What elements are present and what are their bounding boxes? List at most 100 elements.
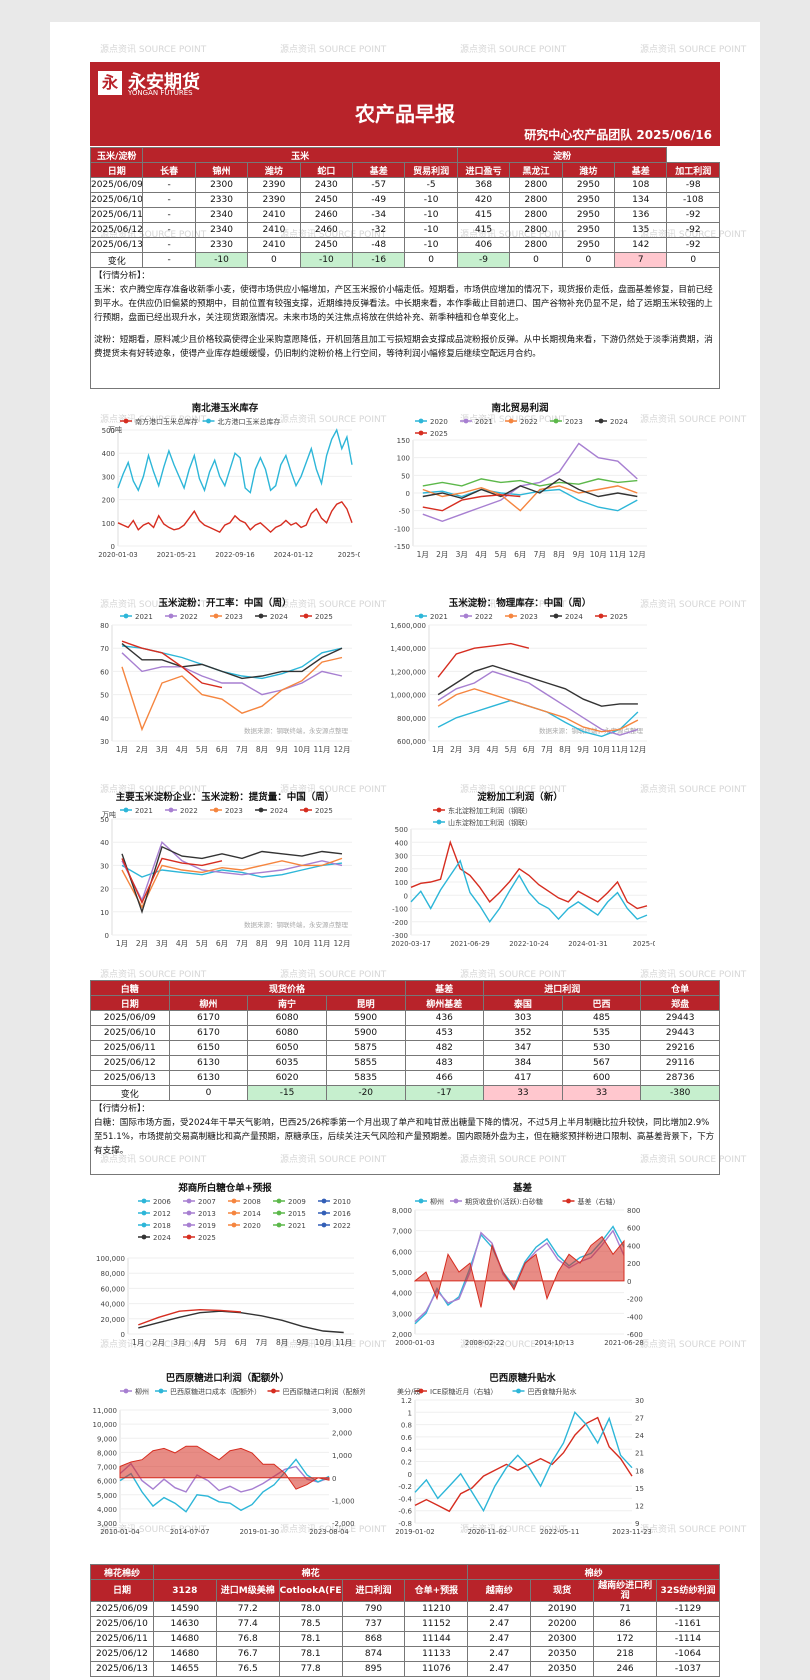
table-cell: 14680	[152, 1646, 217, 1662]
column-header-cell: 贸易利润	[404, 162, 458, 178]
legend-label: 2022	[475, 613, 493, 621]
legend-label: 2023	[520, 613, 538, 621]
x-tick-label: 8月	[256, 745, 268, 754]
table-cell: 6050	[247, 1040, 327, 1056]
y2-tick-label: 1,000	[332, 1452, 352, 1460]
table-cell: -1129	[656, 1601, 720, 1617]
series-line	[119, 1458, 330, 1513]
table-cell: 874	[341, 1646, 406, 1662]
y2-tick-label: -2,000	[332, 1520, 355, 1528]
y-tick-label: 8,000	[392, 1207, 412, 1215]
watermark-text: 源点资讯 SOURCE POINT	[460, 45, 567, 55]
table-row: 2025/06/09 6170 6080 5900 436 303 485 29443	[90, 1010, 720, 1026]
table-cell: 2450	[299, 192, 354, 208]
legend-label: 2012	[153, 1210, 171, 1218]
group-header-cell: 进口利润	[483, 980, 642, 996]
legend-label: 2006	[153, 1198, 171, 1206]
y-tick-label: 1,600,000	[390, 622, 426, 630]
legend-label: 2013	[198, 1210, 216, 1218]
chart-title: 巴西原糖升贴水	[489, 1372, 556, 1384]
table-cell: 78.1	[278, 1631, 343, 1647]
series-line	[121, 652, 343, 696]
table-cell: 5835	[325, 1070, 406, 1086]
series-line	[422, 478, 638, 500]
column-header-cell: 日期	[90, 1579, 154, 1602]
legend-marker	[276, 1210, 282, 1216]
y-tick-label: 0	[105, 932, 109, 940]
y-tick-label: -150	[394, 543, 410, 551]
table-cell: 790	[341, 1601, 406, 1617]
table-cell: 29443	[640, 1025, 720, 1041]
x-tick-label: 8月	[256, 939, 268, 948]
watermark-text: 源点资讯 SOURCE POINT	[640, 785, 747, 795]
x-tick-label: 2000-01-03	[395, 1339, 435, 1347]
y-tick-label: 200	[395, 866, 408, 874]
starch-analysis-text: 淀粉：短期看，原料减少且价格较高使得企业采购意愿降低，开机回落且加工亏损短期会支…	[94, 335, 713, 359]
x-tick-label: 2008-02-22	[465, 1339, 505, 1347]
y-tick-label: -0.2	[398, 1483, 412, 1491]
table-cell: 14590	[152, 1601, 217, 1617]
legend-label: 巴西原糖进口成本（配额外）	[170, 1387, 261, 1396]
series-area	[119, 1445, 330, 1490]
chart-title: 巴西原糖进口利润（配额外）	[166, 1372, 290, 1384]
x-tick-label: 12月	[333, 745, 350, 754]
table-row: 2025/06/13 14655 76.5 77.8 895 11076 2.47 20350…	[90, 1661, 720, 1677]
legend-label: 基差（右轴）	[578, 1197, 620, 1206]
table-cell: 2950	[561, 192, 616, 208]
table-cell: 77.8	[278, 1661, 343, 1677]
y-tick-label: 1,000,000	[390, 692, 426, 700]
legend-label: 2021	[135, 807, 153, 815]
legend-label: 2021	[475, 418, 493, 426]
y-tick-label: 2,000	[392, 1331, 412, 1339]
table-cell: 14630	[152, 1616, 217, 1632]
table-cell: -32	[352, 222, 406, 238]
y-axis-label: 美分/磅	[397, 1387, 420, 1396]
series-line	[422, 488, 638, 512]
change-cell: -17	[404, 1085, 485, 1101]
table-cell: 2410	[247, 237, 301, 253]
legend-label: 北方港口玉米总库存	[218, 417, 281, 426]
table-cell: 567	[561, 1055, 642, 1071]
table-column-header: 日期 长春 锦州 潍坊 蛇口 基差 贸易利润 进口盈亏 黑龙江 潍坊 基差 加工利润	[89, 162, 720, 178]
table-cell: 2025/06/09	[90, 1010, 170, 1026]
column-header-cell: 加工利润	[666, 162, 720, 178]
table-cell: -1114	[656, 1631, 720, 1647]
column-header-cell: CotlookA(FE)	[278, 1579, 343, 1602]
series-line	[410, 839, 648, 910]
table-cell: 466	[404, 1070, 485, 1086]
table-cell: 352	[483, 1025, 563, 1041]
column-header-cell: 越南纱进口利润	[593, 1579, 658, 1602]
y-tick-label: -0.8	[398, 1520, 412, 1528]
table-cell: 29216	[640, 1040, 720, 1056]
chart-starch-processing-profit: 淀粉加工利润（新） 东北淀粉加工利润（钢联） 山东淀粉加工利润（钢联） -300 -20…	[391, 791, 655, 948]
legend-label: 2024	[270, 807, 288, 815]
table-row: 2025/06/09 14590 77.2 78.0 790 11210 2.47 20190…	[90, 1601, 720, 1617]
series-line	[117, 428, 353, 494]
change-cell: 7	[614, 252, 668, 268]
table-cell: 135	[614, 222, 668, 238]
table-group-header: 白糖 现货价格 基差 进口利润 仓单	[90, 980, 720, 996]
legend-marker	[213, 613, 219, 619]
column-header-cell: 32S纺纱利润	[656, 1579, 720, 1602]
table-column-header: 日期 3128 进口M级美棉 CotlookA(FE) 进口利润 仓单+预报 越南纱 现货 越南…	[90, 1579, 720, 1602]
table-cell: -57	[352, 177, 406, 193]
legend-marker	[553, 613, 559, 619]
watermark-text: 源点资讯 SOURCE POINT	[280, 785, 387, 795]
watermark-text: 源点资讯 SOURCE POINT	[640, 1525, 747, 1535]
table-cell: 2.47	[467, 1661, 532, 1677]
y-tick-label: 200	[102, 497, 115, 505]
y2-tick-label: 27	[635, 1415, 644, 1423]
legend-label: 2025	[610, 613, 628, 621]
series-line	[422, 478, 638, 487]
x-tick-label: 2025-06	[633, 940, 655, 948]
y2-tick-label: 800	[627, 1207, 640, 1215]
table-cell: 2025/06/13	[90, 1661, 154, 1677]
legend-marker	[231, 1222, 237, 1228]
legend-marker	[213, 807, 219, 813]
x-tick-label: 2020-01-03	[98, 551, 138, 559]
x-tick-label: 9月	[573, 550, 585, 559]
table-cell: -10	[404, 207, 458, 223]
x-tick-label: 7月	[255, 1338, 267, 1347]
table-row: 2025/06/10-2330 2390 2450 -49 -10 420 2800 2950…	[89, 192, 720, 208]
column-header-cell: 柳州基差	[404, 995, 485, 1011]
